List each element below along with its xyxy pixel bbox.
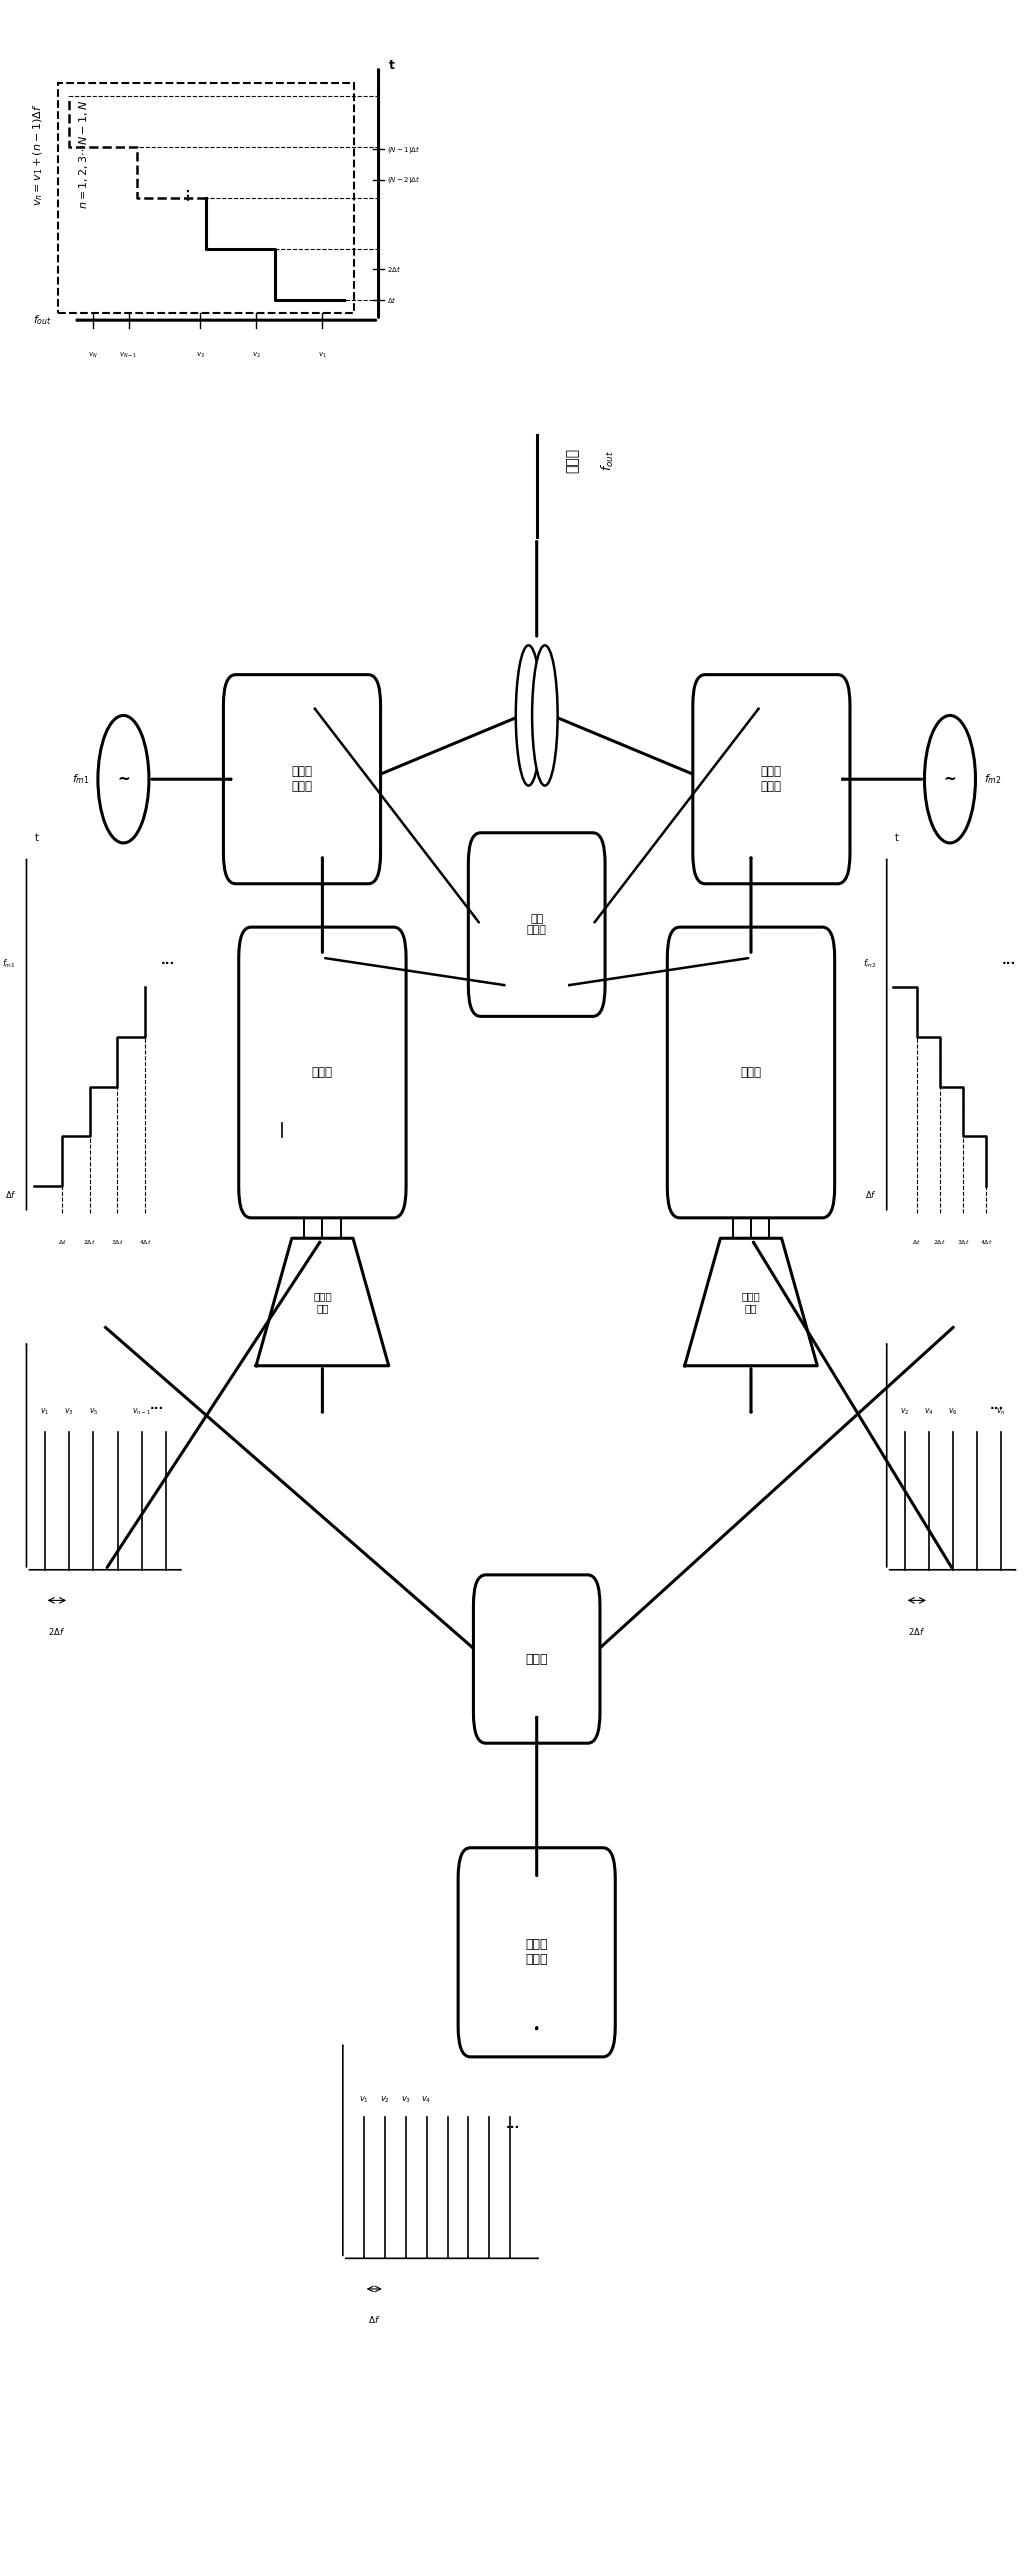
Text: $v_1$: $v_1$ (318, 350, 326, 360)
Text: $v_{n-1}$: $v_{n-1}$ (132, 1407, 152, 1417)
Text: $2\Delta t$: $2\Delta t$ (934, 1238, 946, 1246)
Text: 同步
控制器: 同步 控制器 (527, 914, 546, 934)
Text: $\Delta t$: $\Delta t$ (912, 1238, 921, 1246)
Text: $f_{m1}$: $f_{m1}$ (72, 774, 90, 786)
Text: 光调制
器调制: 光调制 器调制 (291, 766, 313, 794)
Text: $2\Delta t$: $2\Delta t$ (84, 1238, 96, 1246)
Text: ...: ... (160, 955, 175, 968)
Text: $4\Delta t$: $4\Delta t$ (979, 1238, 993, 1246)
Text: $\Delta f$: $\Delta f$ (4, 1190, 17, 1200)
FancyBboxPatch shape (458, 1848, 616, 2058)
FancyBboxPatch shape (468, 832, 605, 1016)
FancyBboxPatch shape (667, 927, 835, 1218)
Text: $f_{m1}$: $f_{m1}$ (2, 957, 17, 970)
Text: $(N-2)\Delta t$: $(N-2)\Delta t$ (386, 174, 420, 186)
Text: $v_3$: $v_3$ (64, 1407, 73, 1417)
Text: ...: ... (179, 186, 192, 199)
Text: 光调制
器调制: 光调制 器调制 (761, 766, 782, 794)
Text: $v_n$: $v_n$ (997, 1407, 1006, 1417)
Text: $3\Delta t$: $3\Delta t$ (957, 1238, 969, 1246)
Text: 光开关: 光开关 (312, 1067, 333, 1080)
Text: $2\Delta f$: $2\Delta f$ (908, 1626, 926, 1636)
Text: 半波长
光频梳: 半波长 光频梳 (526, 1938, 547, 1966)
Text: $v_2$: $v_2$ (900, 1407, 909, 1417)
Text: 光输出: 光输出 (565, 447, 580, 472)
Text: $v_4$: $v_4$ (925, 1407, 934, 1417)
Text: $v_4$: $v_4$ (421, 2093, 432, 2104)
Text: $3\Delta t$: $3\Delta t$ (111, 1238, 124, 1246)
FancyBboxPatch shape (473, 1575, 600, 1744)
Text: $f_{m2}$: $f_{m2}$ (863, 957, 877, 970)
Text: 光栖衷
射器: 光栖衷 射器 (742, 1292, 760, 1312)
Ellipse shape (515, 646, 541, 786)
Text: t: t (388, 59, 395, 71)
Text: ~: ~ (117, 771, 130, 786)
Text: $\Delta t$: $\Delta t$ (386, 294, 397, 304)
Text: $v_2$: $v_2$ (252, 350, 260, 360)
Text: $v_5$: $v_5$ (89, 1407, 98, 1417)
Text: t: t (895, 832, 899, 842)
Text: $v_6$: $v_6$ (948, 1407, 958, 1417)
Text: $v_{N-1}$: $v_{N-1}$ (119, 350, 137, 360)
FancyBboxPatch shape (223, 674, 380, 883)
Text: $v_2$: $v_2$ (380, 2093, 389, 2104)
Text: $\Delta f$: $\Delta f$ (865, 1190, 877, 1200)
Text: ~: ~ (943, 771, 957, 786)
Text: $2\Delta f$: $2\Delta f$ (49, 1626, 65, 1636)
Text: $n=1,2,3\cdots N-1,N$: $n=1,2,3\cdots N-1,N$ (77, 100, 91, 209)
Ellipse shape (532, 646, 558, 786)
Text: 光开关: 光开关 (741, 1067, 761, 1080)
Text: $2\Delta t$: $2\Delta t$ (386, 263, 401, 273)
Text: $f_{m2}$: $f_{m2}$ (983, 774, 1001, 786)
Text: $\Delta t$: $\Delta t$ (58, 1238, 66, 1246)
Text: ...: ... (506, 2119, 521, 2132)
Text: $v_N$: $v_N$ (88, 350, 98, 360)
Text: $\Delta f$: $\Delta f$ (368, 2316, 380, 2326)
Text: ...: ... (991, 1399, 1004, 1412)
FancyBboxPatch shape (239, 927, 406, 1218)
Text: $v_3$: $v_3$ (401, 2093, 411, 2104)
Text: $(N-1)\Delta t$: $(N-1)\Delta t$ (386, 143, 420, 156)
Text: $4\Delta t$: $4\Delta t$ (138, 1238, 152, 1246)
Text: $f_{out}$: $f_{out}$ (600, 449, 616, 470)
Text: ...: ... (150, 1399, 164, 1412)
Text: $v_n=v_1+(n-1)\Delta f$: $v_n=v_1+(n-1)\Delta f$ (32, 102, 45, 207)
Bar (59, 84, 354, 311)
FancyBboxPatch shape (693, 674, 850, 883)
Text: $v_1$: $v_1$ (358, 2093, 369, 2104)
Text: 分束器: 分束器 (526, 1652, 547, 1665)
Text: 光栖衷
射器: 光栖衷 射器 (313, 1292, 332, 1312)
Text: $v_3$: $v_3$ (195, 350, 205, 360)
Text: ...: ... (1002, 955, 1015, 968)
Text: $f_{out}$: $f_{out}$ (33, 314, 52, 327)
Text: t: t (35, 832, 38, 842)
Text: $v_1$: $v_1$ (40, 1407, 50, 1417)
